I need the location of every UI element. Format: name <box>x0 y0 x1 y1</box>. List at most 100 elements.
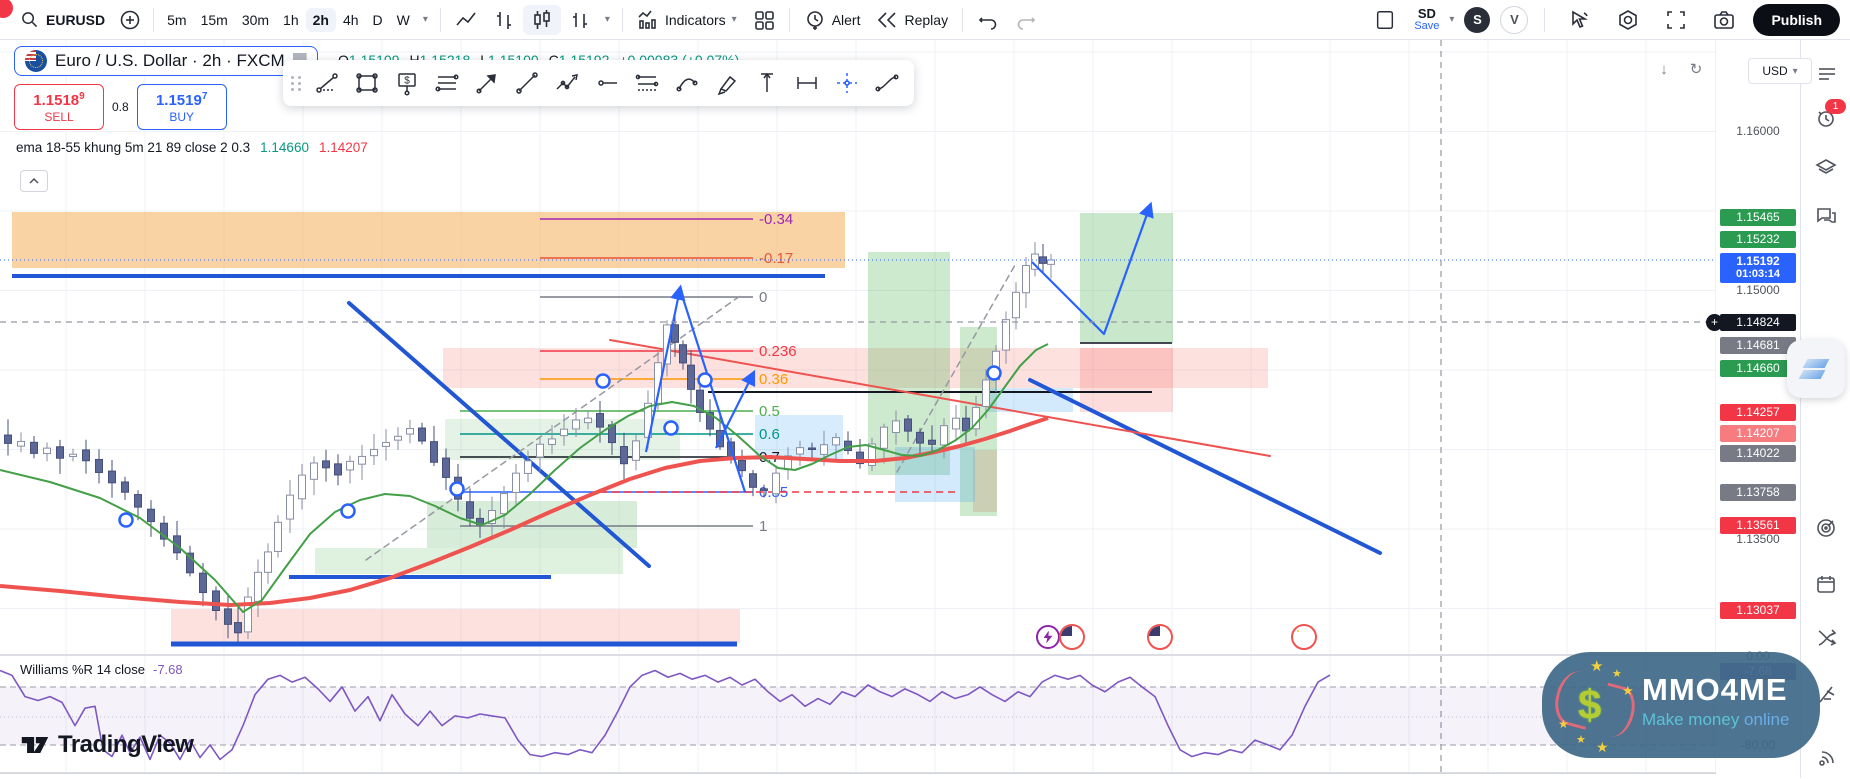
timeframe-30m[interactable]: 30m <box>241 11 270 28</box>
trend-angle-icon[interactable] <box>308 64 346 102</box>
price-label-1.14257: 1.14257 <box>1720 403 1796 421</box>
highlighter-icon[interactable] <box>708 64 746 102</box>
timeframe-2h[interactable]: 2h <box>305 7 336 32</box>
add-symbol-icon[interactable] <box>119 9 141 31</box>
symbol-title-box[interactable]: Euro / U.S. Dollar · 2h · FXCM <box>14 46 318 76</box>
wpr-value: -7.68 <box>153 662 183 677</box>
search-icon <box>18 9 40 31</box>
object-tree-icon[interactable] <box>1810 152 1842 184</box>
currency-chevron-icon: ▾ <box>1792 65 1798 77</box>
eurusd-flag-icon <box>25 50 47 72</box>
timeframe-D[interactable]: D <box>372 11 383 28</box>
currency-dropdown[interactable]: USD ▾ <box>1748 58 1812 84</box>
candles-chart-type-icon[interactable] <box>522 4 561 35</box>
curve-icon[interactable] <box>668 64 706 102</box>
watchlist-icon[interactable] <box>1810 58 1842 90</box>
indicators-label: Indicators <box>664 11 726 28</box>
event-eu-flag-icon[interactable] <box>1291 624 1317 650</box>
tradingview-logo[interactable]: TradingView <box>20 730 194 760</box>
ideas-icon[interactable] <box>1810 622 1842 654</box>
trend-line-icon[interactable] <box>508 64 546 102</box>
ema-value-green: 1.14660 <box>260 140 309 155</box>
cross-line-icon[interactable] <box>828 64 866 102</box>
arrow-marker-icon[interactable] <box>468 64 506 102</box>
divider <box>153 7 155 32</box>
layout-grid-icon[interactable] <box>745 5 783 35</box>
layout-select-icon[interactable] <box>1366 5 1404 35</box>
screener-float-button[interactable] <box>1787 340 1845 398</box>
toolbar-drag-handle[interactable] <box>291 75 302 91</box>
horizontal-ray-icon[interactable] <box>588 64 626 102</box>
fib-channel-icon[interactable] <box>628 64 666 102</box>
top-toolbar: EURUSD 5m 15m 30m 1h 2h 4h D W ▾ ▾ Indicators ▾… <box>0 0 1850 40</box>
replay-button[interactable]: Replay <box>868 5 956 35</box>
sell-button[interactable]: 1.15189 SELL <box>14 84 104 130</box>
symbol-search-button[interactable]: EURUSD <box>10 5 113 35</box>
notification-dot <box>0 0 13 18</box>
svg-text:0.236: 0.236 <box>759 343 797 360</box>
alert-clock-icon <box>804 9 826 31</box>
publish-button[interactable]: Publish <box>1753 3 1840 36</box>
tradingview-text: TradingView <box>58 731 194 758</box>
camera-icon[interactable] <box>1705 5 1743 35</box>
scanner-icon[interactable] <box>1810 512 1842 544</box>
event-bolt-icon[interactable] <box>1036 625 1060 649</box>
timeframe-chevron-icon[interactable]: ▾ <box>422 14 428 25</box>
scroll-to-recent-icon[interactable]: ↓ <box>1652 58 1676 80</box>
timeframe-5m[interactable]: 5m <box>167 11 187 28</box>
rotated-rectangle-icon[interactable] <box>348 64 386 102</box>
event-us-flag-icon[interactable] <box>1147 624 1173 650</box>
date-range-icon[interactable] <box>788 64 826 102</box>
indicators-button[interactable]: Indicators ▾ <box>629 5 745 35</box>
reset-scale-icon[interactable]: ↻ <box>1684 58 1708 80</box>
redo-icon[interactable] <box>1007 5 1045 35</box>
save-chevron-icon[interactable]: ▾ <box>1449 14 1455 25</box>
fullscreen-icon[interactable] <box>1657 5 1695 35</box>
avatar-v[interactable]: V <box>1500 5 1529 34</box>
step-chart-type-icon[interactable] <box>561 5 599 35</box>
timeframe-W[interactable]: W <box>396 11 410 28</box>
chart-type-chevron-icon[interactable]: ▾ <box>604 14 610 25</box>
svg-text:1: 1 <box>759 518 767 535</box>
indicators-chevron-icon: ▾ <box>731 14 737 25</box>
bezier-icon[interactable] <box>868 64 906 102</box>
calendar-icon[interactable] <box>1810 568 1842 600</box>
polyline-icon[interactable] <box>548 64 586 102</box>
bars-chart-type-icon[interactable] <box>485 5 523 35</box>
projection-arrows <box>644 201 1154 493</box>
undo-icon[interactable] <box>969 5 1007 35</box>
parallel-lines-icon[interactable] <box>428 64 466 102</box>
timeframe-4h[interactable]: 4h <box>342 11 359 28</box>
timeframe-15m[interactable]: 15m <box>200 11 228 28</box>
wpr-title: Williams %R 14 close <box>20 662 145 677</box>
indicator-legend-ema[interactable]: ema 18-55 khung 5m 21 89 close 2 0.3 1.1… <box>16 140 368 155</box>
williams-line <box>0 669 1331 761</box>
chat-icon[interactable] <box>1810 200 1842 232</box>
add-alert-plus-icon[interactable]: + <box>1706 313 1723 331</box>
alert-button[interactable]: Alert <box>796 5 869 35</box>
quick-action-icon[interactable] <box>1561 5 1599 35</box>
alert-label: Alert <box>831 11 861 28</box>
alerts-icon[interactable]: 1 <box>1810 99 1846 136</box>
tradingview-mark-icon <box>21 737 49 753</box>
vertical-measure-icon[interactable] <box>748 64 786 102</box>
mmo4me-watermark: $ ★ ★ ★ ★ ★ ★ MMO4ME Make money online <box>1542 652 1820 758</box>
price-label-1.14824[interactable]: 1.14824 + <box>1706 313 1796 331</box>
indicator-legend-wpr[interactable]: Williams %R 14 close -7.68 <box>20 662 183 677</box>
broadcast-icon[interactable] <box>1810 742 1842 774</box>
avatar-s[interactable]: S <box>1464 6 1491 33</box>
svg-text:0.36: 0.36 <box>759 371 788 388</box>
buy-button[interactable]: 1.15197 BUY <box>136 84 227 130</box>
drawing-toolbar: $ <box>283 60 914 106</box>
time-axis-strip[interactable] <box>0 773 1850 779</box>
timeframe-1h[interactable]: 1h <box>283 11 299 28</box>
settings-icon[interactable] <box>1609 5 1647 35</box>
save-button[interactable]: SD Save <box>1414 7 1439 32</box>
line-chart-type-icon[interactable] <box>447 5 485 35</box>
collapse-legend-button[interactable] <box>20 170 48 192</box>
price-label-icon[interactable]: $ <box>388 64 426 102</box>
event-us-flag-icon[interactable] <box>1059 624 1085 650</box>
price-label-1.13500: 1.13500 <box>1736 532 1780 546</box>
pitchfork-icon[interactable] <box>1810 678 1842 710</box>
